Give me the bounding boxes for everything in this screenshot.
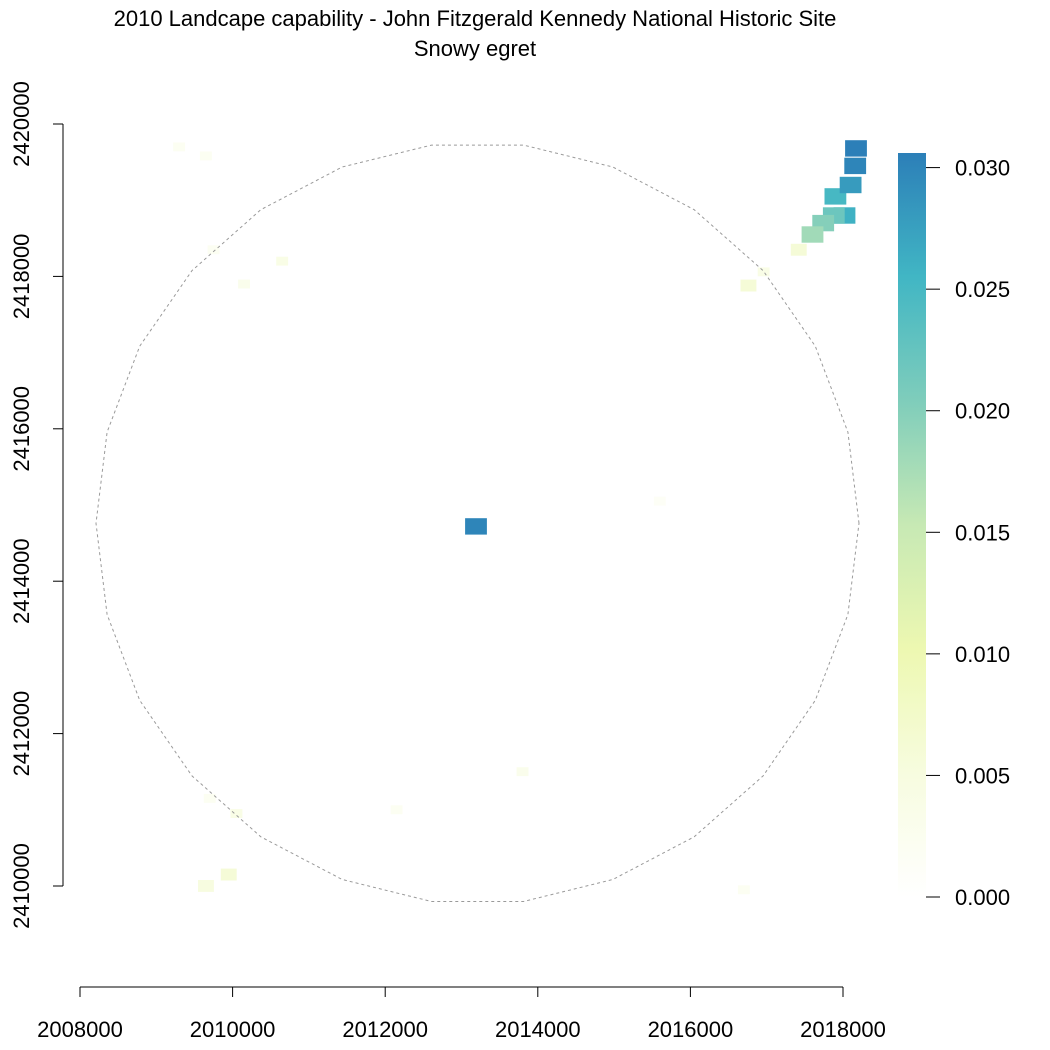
x-tick-label: 2008000 (37, 1017, 123, 1042)
raster-map (173, 140, 867, 895)
y-tick-label: 2410000 (9, 843, 34, 929)
raster-cell (198, 880, 214, 892)
raster-cell (276, 256, 289, 266)
raster-cell (173, 142, 186, 152)
legend-tick-label: 0.010 (955, 642, 1010, 667)
legend-tick-label: 0.020 (955, 399, 1010, 424)
legend-tick-label: 0.025 (955, 277, 1010, 302)
legend-ticks: 0.000 0.005 0.010 0.015 0.020 0.025 0.030 (926, 156, 1010, 910)
raster-cell (845, 140, 867, 157)
raster-cell (230, 809, 243, 818)
y-tick-label: 2418000 (9, 234, 34, 320)
x-tick-label: 2018000 (800, 1017, 886, 1042)
raster-cell (238, 279, 250, 289)
raster-cell (757, 267, 770, 277)
chart-subtitle: Snowy egret (414, 36, 536, 61)
legend-tick-label: 0.015 (955, 520, 1010, 545)
raster-cell (844, 157, 867, 175)
raster-cell (801, 226, 824, 243)
x-tick-label: 2014000 (495, 1017, 581, 1042)
chart-title: 2010 Landcape capability - John Fitzgera… (114, 6, 837, 31)
legend-tick-label: 0.030 (955, 156, 1010, 181)
raster-cell (790, 243, 807, 256)
x-axis: 2008000 2010000 2012000 2014000 2016000 20180… (37, 986, 886, 1042)
raster-cell (839, 176, 862, 194)
raster-cell (203, 793, 216, 803)
raster-cell (390, 805, 403, 815)
color-legend: 0.000 0.005 0.010 0.015 0.020 0.025 0.030 (898, 153, 1010, 910)
y-tick-label: 2420000 (9, 81, 34, 167)
legend-tick-label: 0.000 (955, 885, 1010, 910)
y-tick-label: 2412000 (9, 691, 34, 777)
y-tick-label: 2416000 (9, 386, 34, 472)
raster-cell (516, 767, 529, 777)
x-tick-label: 2012000 (342, 1017, 428, 1042)
raster-cell (465, 518, 487, 535)
x-tick-label: 2010000 (190, 1017, 276, 1042)
legend-color-bar (898, 153, 926, 897)
park-buffer-boundary (95, 144, 860, 902)
raster-cell (207, 245, 220, 255)
raster-cell (199, 151, 212, 161)
y-tick-label: 2414000 (9, 538, 34, 624)
raster-cell (653, 496, 666, 506)
raster-cell (220, 868, 237, 881)
x-tick-label: 2016000 (648, 1017, 734, 1042)
raster-cell (740, 279, 757, 292)
y-axis: 2410000 2412000 2414000 2416000 2418000 24200… (9, 81, 64, 929)
legend-tick-label: 0.005 (955, 763, 1010, 788)
raster-cell (737, 885, 750, 895)
